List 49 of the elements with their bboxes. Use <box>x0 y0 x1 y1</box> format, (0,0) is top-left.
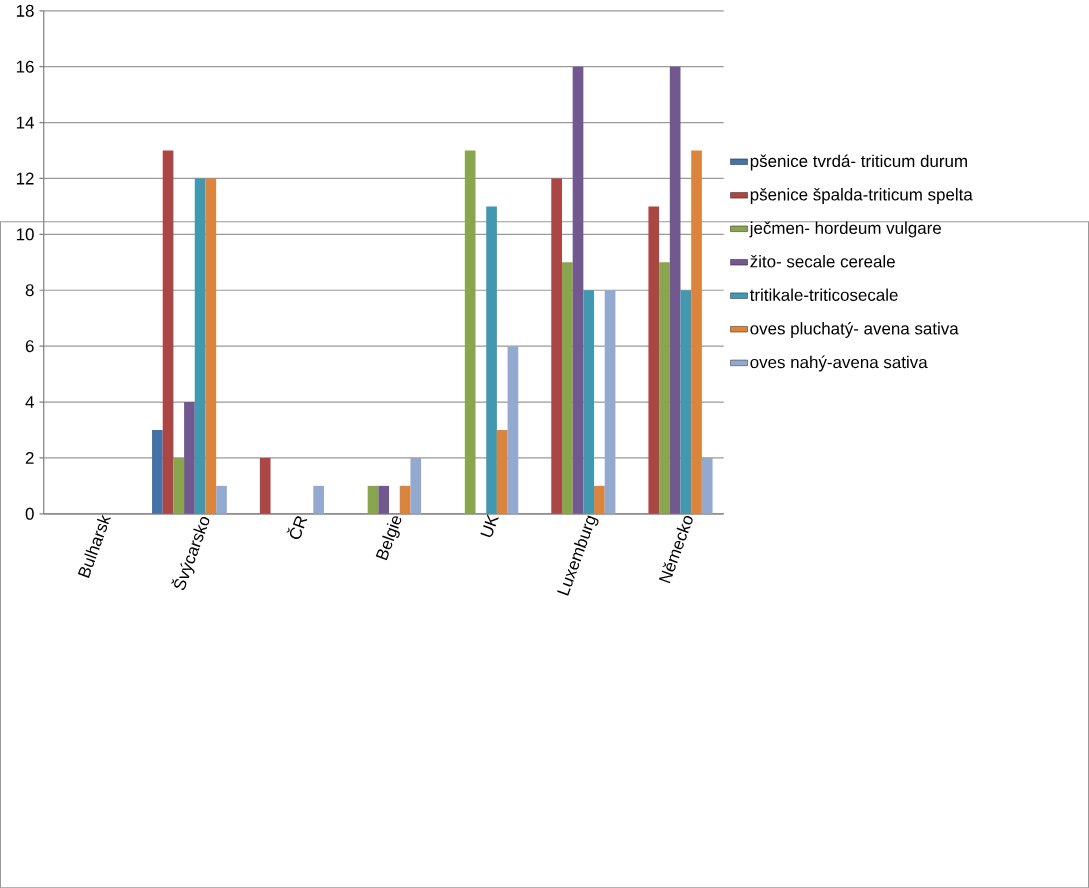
x-tick-label: ČR <box>286 516 308 539</box>
bar <box>496 429 508 514</box>
bar <box>669 66 681 514</box>
bar <box>561 262 573 514</box>
legend-label: pšenice špalda-triticum spelta <box>750 187 973 204</box>
y-tick-label: 10 <box>16 228 34 241</box>
bar <box>464 150 476 514</box>
bar <box>184 401 195 514</box>
x-tick-label: UK <box>480 513 499 537</box>
bar <box>604 290 616 514</box>
bar <box>313 485 324 514</box>
bar <box>691 150 702 514</box>
bar <box>486 206 497 514</box>
legend-label: ječmen- hordeum vulgare <box>749 221 941 238</box>
y-tick-label: 16 <box>16 60 34 73</box>
bar <box>648 206 660 514</box>
y-tick-label: 18 <box>16 4 34 17</box>
bar <box>399 485 411 514</box>
bar <box>583 290 595 514</box>
bar <box>410 457 422 514</box>
y-tick-label: 2 <box>25 451 34 464</box>
bar <box>173 457 185 514</box>
y-tick-label: 8 <box>25 284 34 297</box>
bar <box>680 290 692 514</box>
bar <box>701 457 713 514</box>
bar <box>659 262 670 514</box>
legend-label: tritikale-triticosecale <box>749 288 898 301</box>
bar <box>551 178 562 514</box>
bar <box>259 457 271 514</box>
bar <box>572 66 584 514</box>
bar <box>152 429 163 514</box>
bar <box>205 178 217 514</box>
x-tick-label: Belgie <box>375 516 402 561</box>
bar <box>162 150 174 514</box>
legend-label: žito- secale cereale <box>750 254 895 268</box>
bar <box>507 346 519 514</box>
legend-label: oves nahý-avena sativa <box>750 355 928 372</box>
legend-label: pšenice tvrdá- triticum durum <box>750 154 967 171</box>
bar <box>378 485 390 514</box>
y-tick-label: 6 <box>25 340 34 353</box>
bar <box>367 485 379 514</box>
legend-label: oves pluchatý- avena sativa <box>750 321 959 338</box>
bar <box>594 485 605 514</box>
y-tick-label: 14 <box>16 116 34 129</box>
bar <box>216 485 227 514</box>
y-tick-label: 12 <box>16 172 34 185</box>
bar <box>194 178 206 514</box>
y-tick-label: 0 <box>25 507 34 520</box>
y-tick-label: 4 <box>25 396 34 408</box>
